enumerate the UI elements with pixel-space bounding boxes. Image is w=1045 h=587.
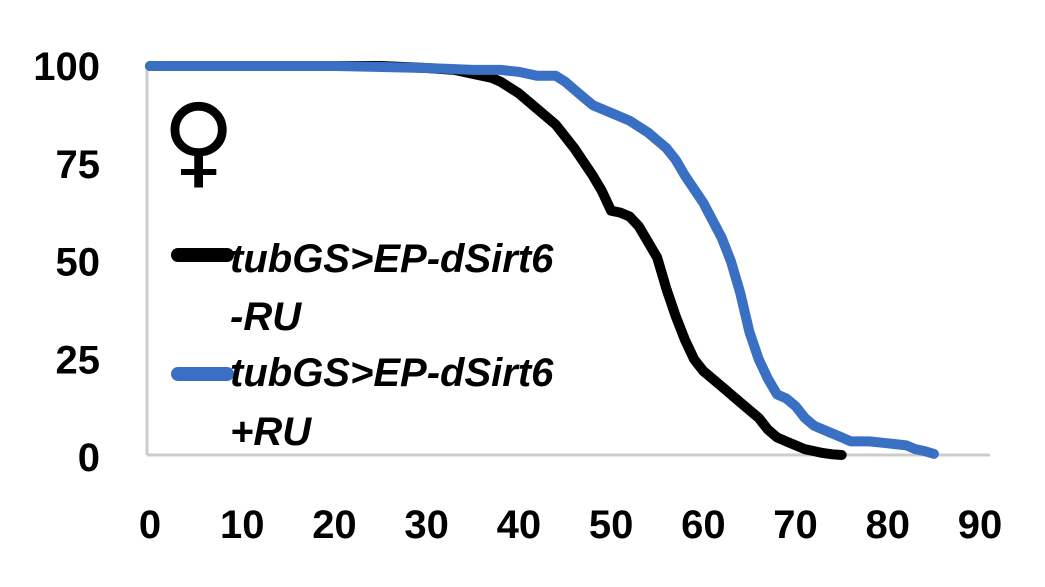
axes: [145, 66, 990, 457]
legend: tubGS>EP-dSirt6 -RU tubGS>EP-dSirt6 +RU: [171, 237, 554, 454]
x-tick-label: 20: [312, 503, 357, 547]
x-tick-label: 50: [589, 503, 634, 547]
x-tick-label: 70: [773, 503, 818, 547]
x-tick-label: 40: [497, 503, 542, 547]
x-tick-label: 60: [681, 503, 726, 547]
y-tick-label: 0: [78, 436, 100, 480]
y-tick-label: 75: [56, 143, 101, 187]
y-tick-label: 50: [56, 241, 101, 285]
female-symbol: ♀: [162, 82, 235, 199]
x-tick-label: 0: [139, 503, 161, 547]
x-tick-label: 30: [404, 503, 449, 547]
y-tick-label: 100: [33, 45, 100, 89]
y-tick-labels: 0 25 50 75 100: [33, 45, 100, 480]
x-tick-label: 80: [866, 503, 911, 547]
x-tick-label: 10: [220, 503, 265, 547]
x-tick-label: 90: [958, 503, 1003, 547]
legend-label-series-1-line2: -RU: [230, 295, 302, 339]
y-tick-label: 25: [56, 338, 101, 382]
legend-label-series-1: tubGS>EP-dSirt6: [230, 237, 554, 281]
x-tick-labels: 0 10 20 30 40 50 60 70 80 90: [139, 503, 1002, 547]
legend-label-series-2-line2: +RU: [230, 410, 312, 454]
legend-label-series-2: tubGS>EP-dSirt6: [230, 351, 554, 395]
series-lines: [145, 61, 939, 460]
series-line-2: [145, 61, 939, 459]
